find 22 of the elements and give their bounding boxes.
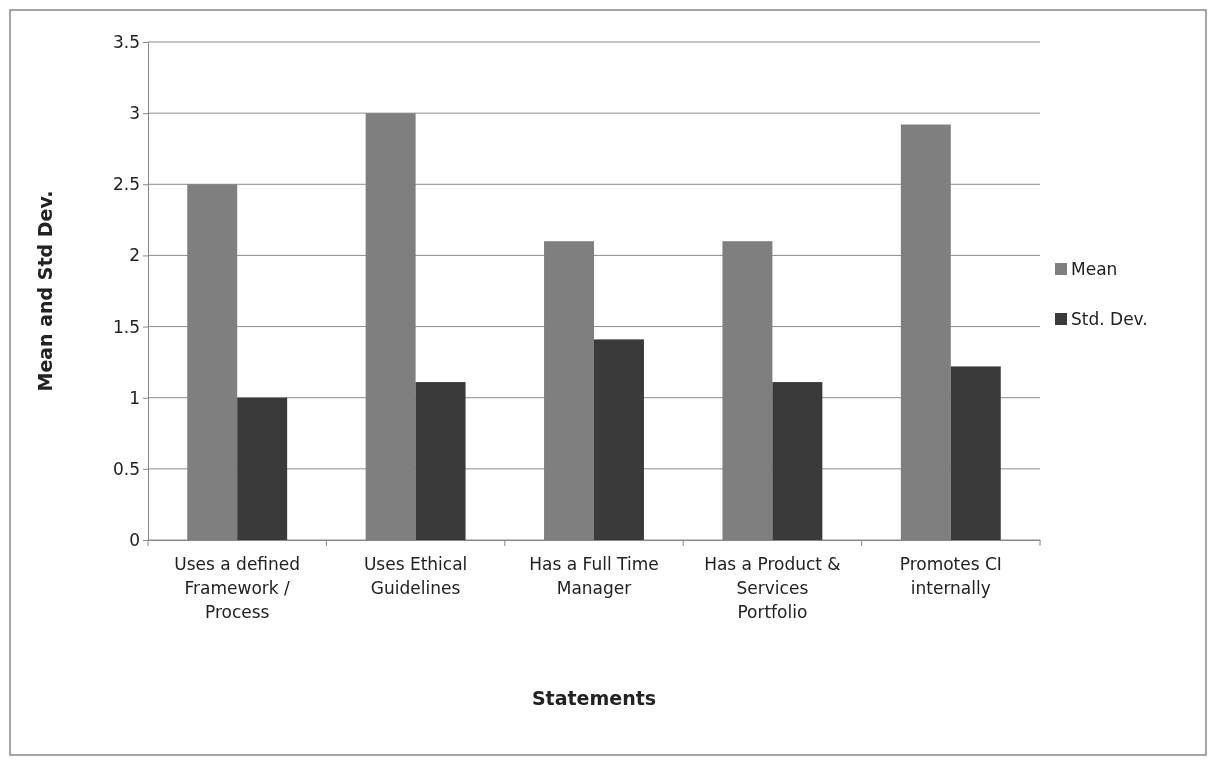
bar	[594, 339, 644, 540]
y-tick-label: 3.5	[112, 31, 140, 52]
bar	[772, 382, 823, 540]
y-tick-label: 1.5	[112, 316, 140, 337]
y-tick-label: 3	[129, 103, 140, 124]
x-tick-label: Uses a defined Framework / Process	[174, 554, 301, 622]
bar	[237, 397, 288, 540]
x-tick-label: Has a Product & Services Portfolio	[704, 554, 841, 622]
y-tick-label: 0.5	[112, 458, 140, 479]
y-tick-label: 0	[129, 529, 140, 550]
bar	[950, 366, 1001, 540]
bar	[415, 382, 466, 540]
legend-label: Mean	[1071, 259, 1118, 279]
x-tick-label: Has a Full Time Manager	[529, 554, 659, 598]
x-axis-title: Statements	[531, 687, 657, 709]
y-tick-label: 2	[129, 245, 140, 266]
y-tick-label: 1	[129, 387, 140, 408]
y-axis-title: Mean and Std Dev.	[34, 190, 56, 392]
x-tick-label: Promotes CI internally	[899, 554, 1002, 598]
x-tick-label: Uses Ethical Guidelines	[363, 554, 468, 598]
legend-label: Std. Dev.	[1071, 309, 1148, 329]
y-tick-label: 2.5	[112, 174, 140, 195]
